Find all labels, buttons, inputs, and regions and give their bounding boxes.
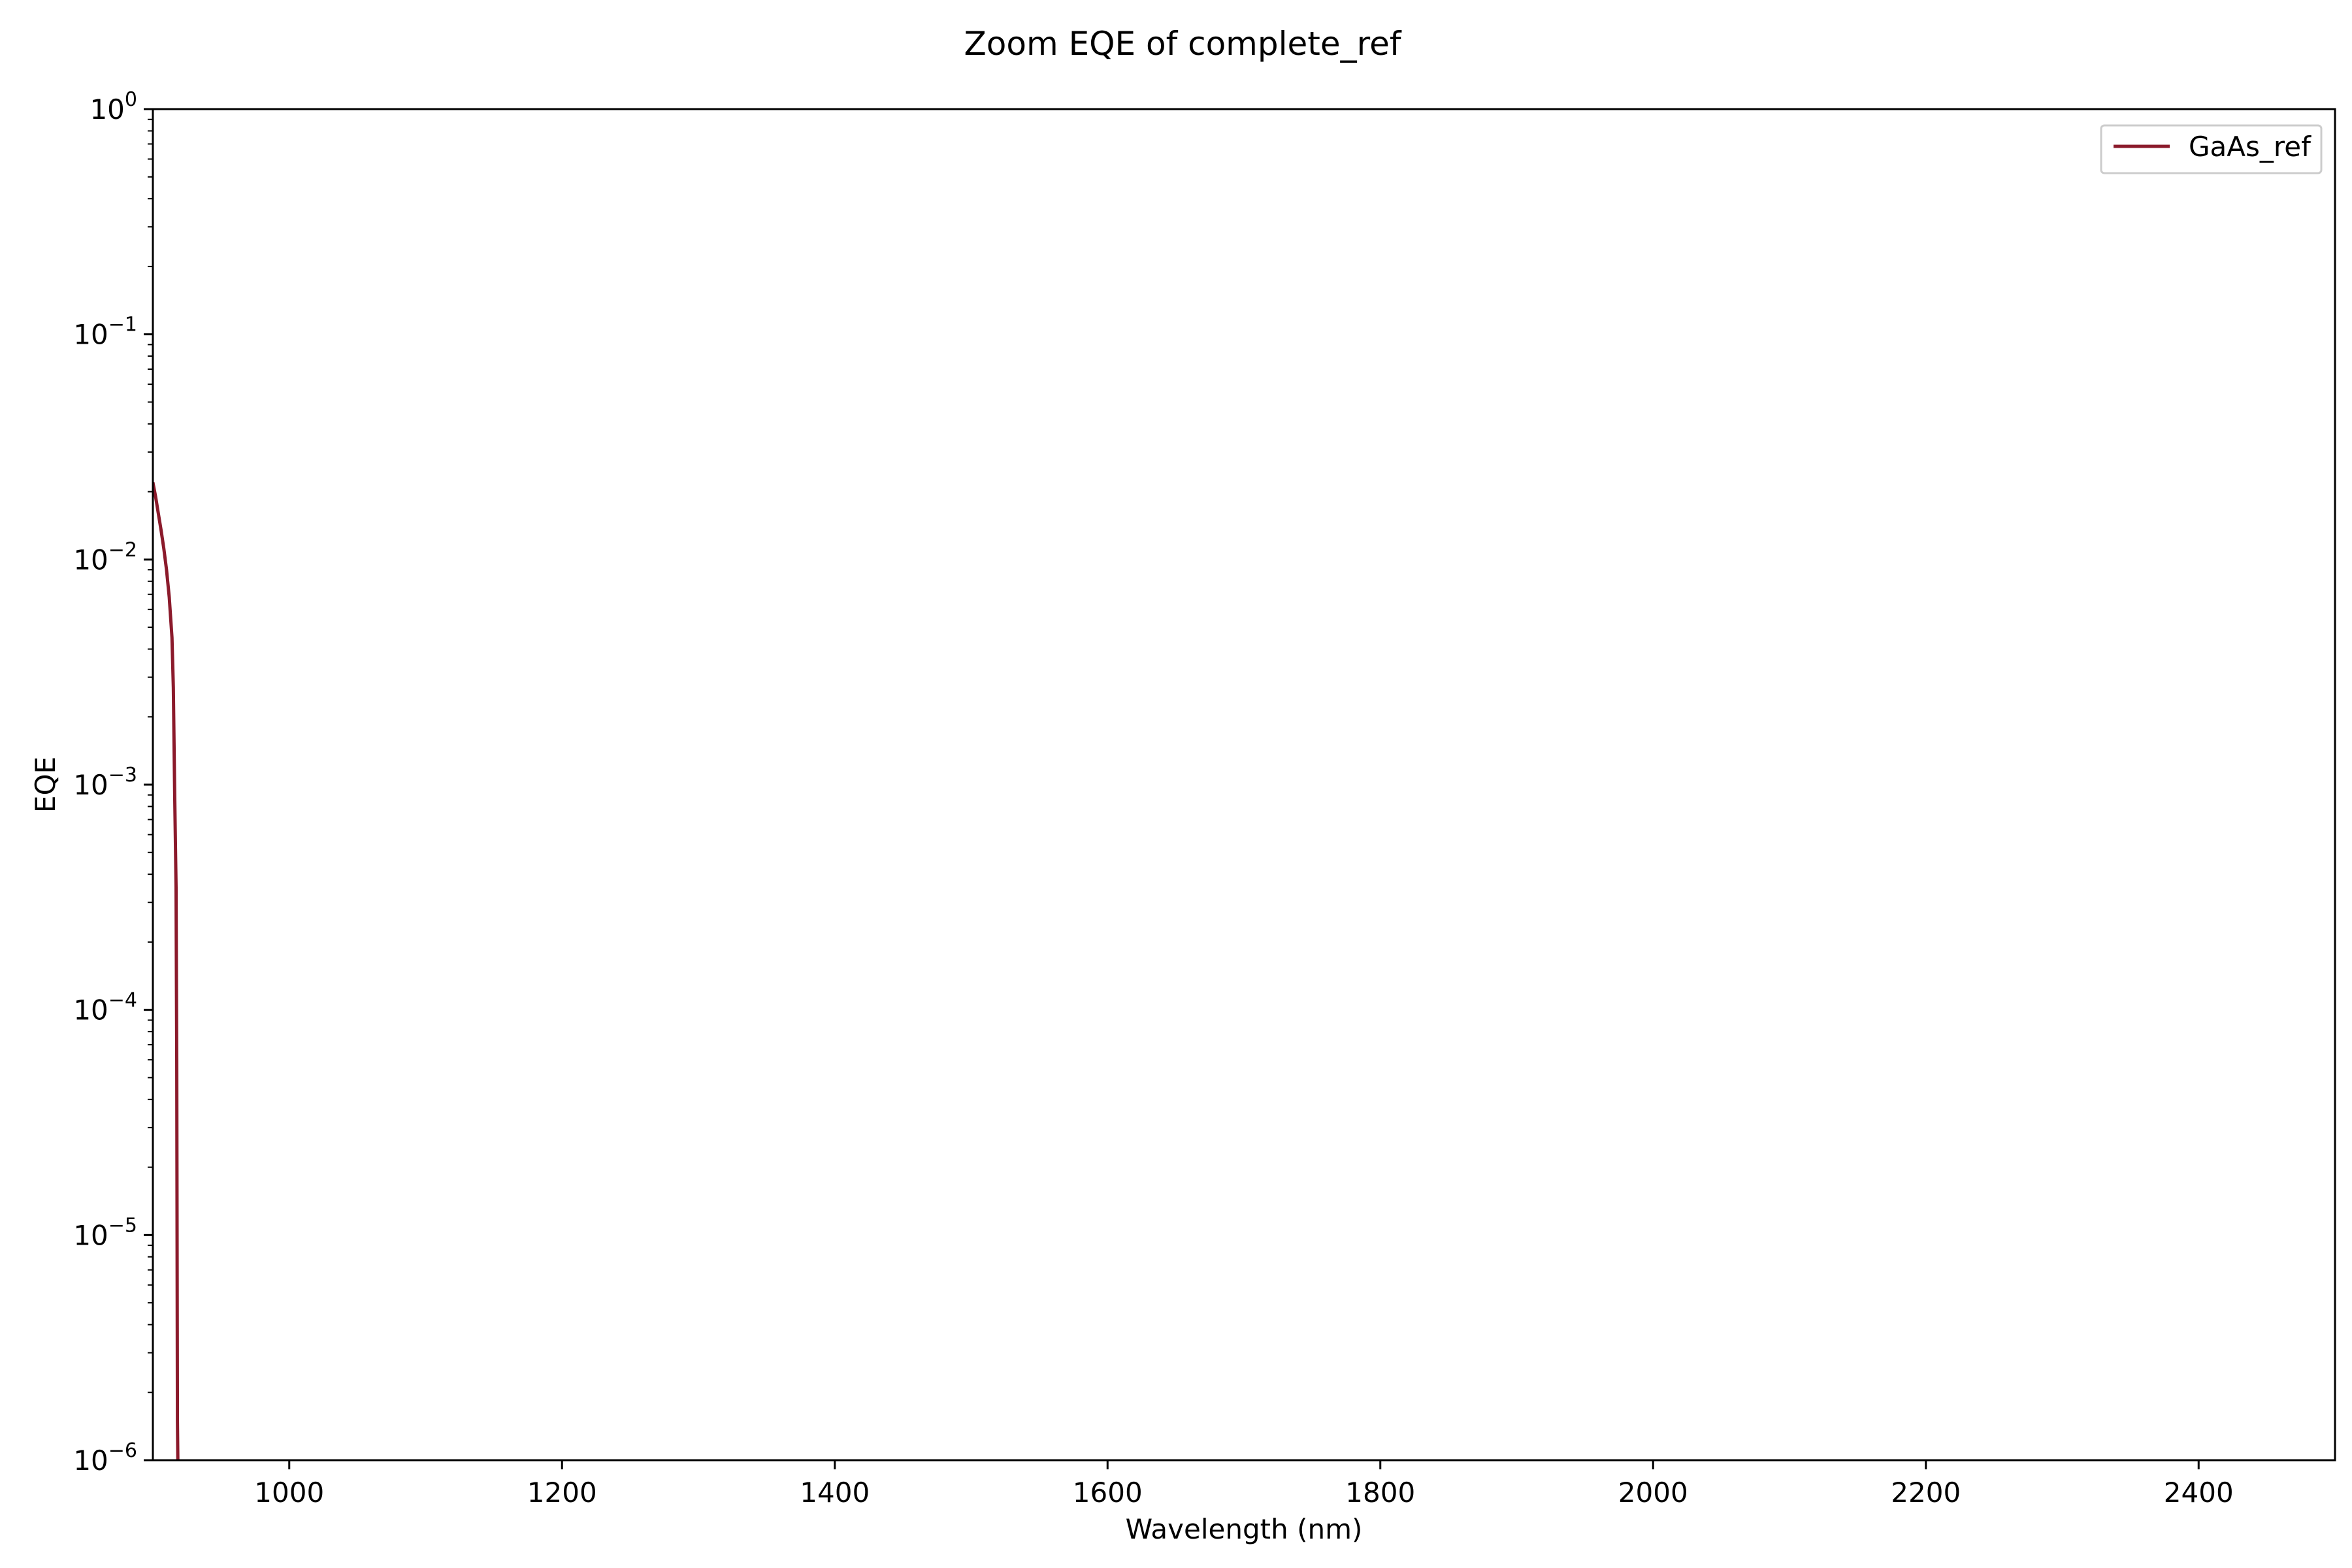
x-axis: 1000 1200 1400 1600 1800 2000 2200 2400 <box>254 1460 2234 1509</box>
y-tick-label: 100 <box>90 88 137 125</box>
x-axis-label: Wavelength (nm) <box>1126 1513 1363 1545</box>
y-tick-label: 10−5 <box>73 1214 137 1251</box>
chart-title: Zoom EQE of complete_ref <box>964 25 1402 63</box>
y-axis-label: EQE <box>29 757 61 813</box>
y-tick-label: 10−2 <box>73 538 137 576</box>
x-tick-label: 2200 <box>1891 1477 1961 1509</box>
y-tick-label: 10−4 <box>73 989 137 1026</box>
legend-label-gaas-ref: GaAs_ref <box>2189 131 2311 163</box>
y-axis: 100 10−1 10−2 10−3 10−4 10−5 10−6 <box>73 88 153 1477</box>
x-tick-label: 2000 <box>1618 1477 1688 1509</box>
x-tick-label: 1800 <box>1345 1477 1415 1509</box>
y-tick-label: 10−6 <box>73 1439 137 1477</box>
x-tick-label: 1200 <box>527 1477 597 1509</box>
y-tick-label: 10−3 <box>73 764 137 801</box>
legend-box <box>2100 124 2323 174</box>
x-tick-label: 1000 <box>254 1477 324 1509</box>
x-tick-label: 1400 <box>800 1477 870 1509</box>
plot-area <box>153 482 180 1460</box>
x-tick-label: 2400 <box>2164 1477 2234 1509</box>
x-tick-label: 1600 <box>1073 1477 1143 1509</box>
y-tick-label: 10−1 <box>73 314 137 351</box>
legend: GaAs_ref <box>2100 124 2323 174</box>
series-line-gaas-ref <box>153 482 180 1460</box>
